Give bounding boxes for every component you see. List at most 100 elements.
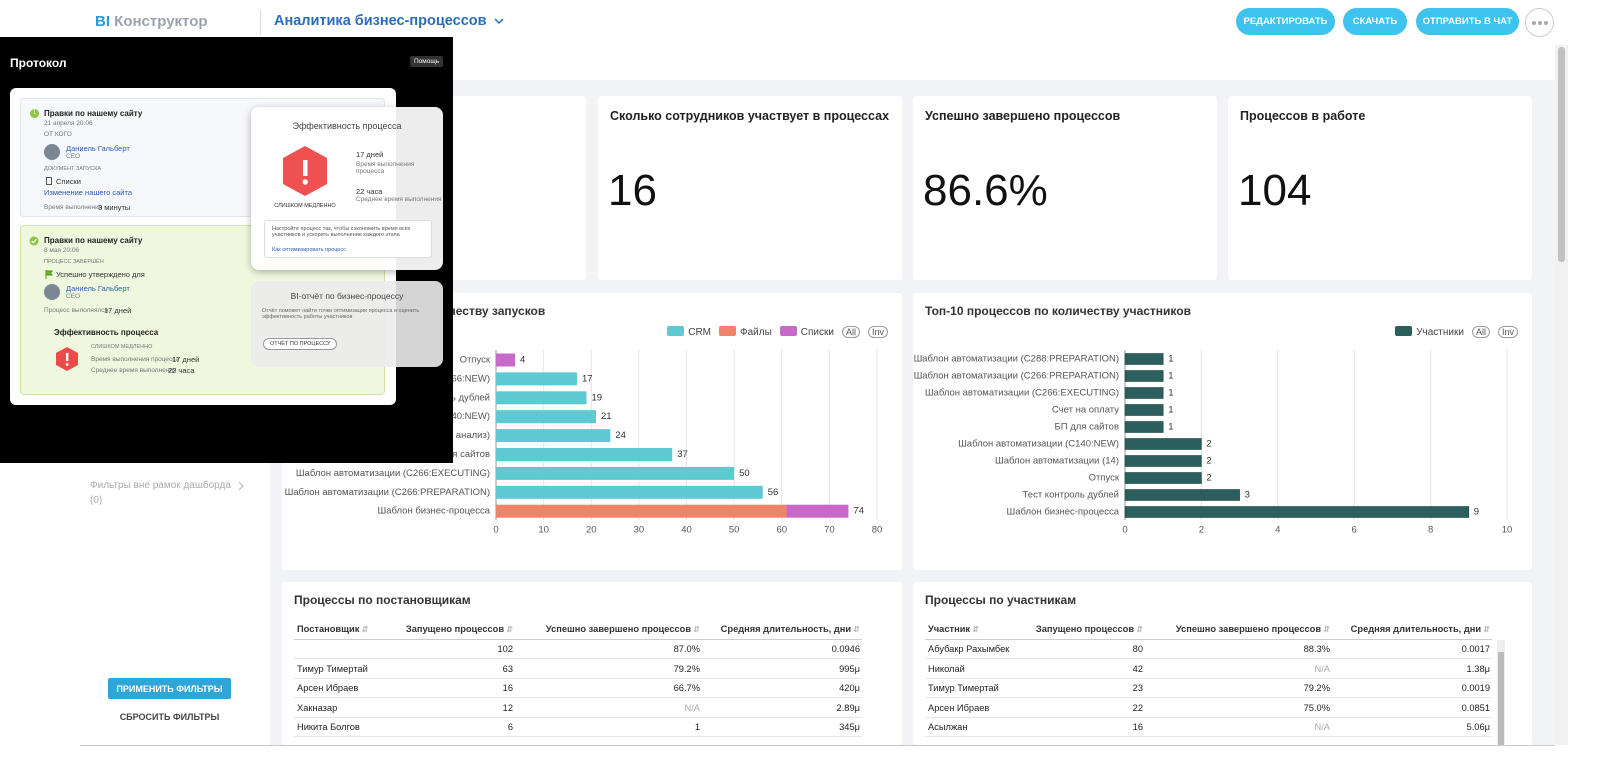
table-cell: 79.2% [673, 663, 700, 674]
flag [45, 270, 53, 279]
x-tick-label: 50 [729, 525, 740, 536]
edit-button[interactable]: РЕДАКТИРОВАТЬ [1236, 8, 1335, 35]
y-tick-label: Отпуск [460, 355, 491, 366]
popup-title: Эффективность процесса [292, 121, 402, 131]
column-header[interactable]: Постановщик [297, 624, 368, 634]
table-cell: 995μ [839, 663, 860, 674]
legend-item[interactable]: Списки [779, 326, 834, 338]
column-header[interactable]: Запущено процессов [1036, 624, 1143, 634]
table-card: Процессы по постановщикам Постановщик Зап… [282, 582, 902, 745]
more-button[interactable] [1525, 8, 1554, 37]
bar [786, 504, 849, 518]
scroll-thumb[interactable] [1558, 47, 1565, 262]
x-tick-label: 30 [634, 525, 645, 536]
legend-label: CRM [688, 327, 711, 338]
table-scrollbar[interactable] [1497, 640, 1505, 745]
y-tick-label: Шаблон автоматизации (C266:EXECUTING) [925, 388, 1119, 399]
column-header[interactable]: Средняя длительность, дни [721, 624, 860, 634]
chart-card: 0 2 4 6 8 10 Шаблон автоматизации (C288:PREPAR… [913, 293, 1532, 570]
doc-type: Списки [56, 177, 81, 186]
y-tick-label: БП для сайтов [1055, 422, 1120, 433]
legend-button[interactable]: Inv [867, 326, 888, 338]
bar [1124, 404, 1164, 416]
column-header[interactable]: Успешно завершено процессов [546, 624, 700, 634]
filters-chevron [238, 481, 244, 491]
table-cell: 12 [502, 702, 513, 713]
apply-filters[interactable]: ПРИМЕНИТЬ ФИЛЬТРЫ [108, 678, 231, 699]
x-tick-label: 40 [681, 525, 692, 536]
duration-label: Время выполнения [44, 204, 103, 211]
bar [1124, 489, 1240, 501]
table-cell: 16 [502, 683, 513, 693]
row-separator [294, 736, 862, 737]
step-date: 21 апреля 20:06 [44, 120, 93, 127]
column-header[interactable]: Запущено процессов [406, 624, 513, 634]
data-label: 74 [853, 506, 864, 517]
data-label: 56 [768, 487, 779, 498]
table-cell: Арсен Ибраев [928, 702, 990, 713]
table-cell: 345μ [839, 722, 860, 732]
bar [1124, 421, 1164, 433]
x-tick-label: 10 [538, 525, 549, 536]
duration: 17 дней [104, 306, 132, 315]
data-label: 17 [582, 373, 593, 384]
bar [1124, 506, 1470, 518]
legend-item[interactable]: Участники [1395, 326, 1464, 338]
brand: BI Конструктор [95, 13, 208, 30]
download-button[interactable]: СКАЧАТЬ [1343, 8, 1407, 35]
person[interactable]: Даниель Гальберт [66, 144, 130, 153]
data-label: 1 [1168, 371, 1173, 382]
role: CEO [66, 153, 81, 160]
table-cell: 16 [1132, 722, 1143, 732]
legend-button[interactable]: All [841, 326, 860, 338]
time: 17 дней [356, 150, 384, 159]
protocol-panel: Протокол Помощь 1 Правки по нашему сайту… [0, 37, 453, 463]
send-button[interactable]: ОТПРАВИТЬ В ЧАТ [1416, 8, 1519, 35]
x-tick-label: 0 [493, 525, 498, 536]
x-tick-label: 80 [872, 525, 883, 536]
x-tick-label: 10 [1502, 525, 1513, 536]
bar [1124, 353, 1164, 365]
dashboard-title[interactable]: Аналитика бизнес-процессов [274, 13, 504, 29]
table-cell: Арсен Ибраев [297, 683, 359, 693]
bar [496, 448, 673, 461]
report-button[interactable]: ОТЧЁТ ПО ПРОЦЕССУ [263, 338, 338, 350]
help-button[interactable]: Помощь [410, 56, 444, 67]
y-tick-label: Шаблон автоматизации (14) [995, 456, 1119, 467]
legend-button[interactable]: Inv [1497, 326, 1518, 338]
legend-button[interactable]: All [1471, 326, 1490, 338]
bar [496, 372, 577, 386]
status: Успешно утверждено для [56, 270, 145, 279]
verdict: СЛИШКОМ МЕДЛЕННО [91, 344, 153, 350]
bar [496, 410, 597, 424]
bar [1124, 472, 1202, 484]
advice-link[interactable]: Как оптимизировать процесс [272, 247, 346, 253]
kpi-value: 16 [608, 166, 657, 215]
legend-item[interactable]: CRM [667, 326, 711, 338]
column-header[interactable]: Средняя длительность, дни [1351, 624, 1490, 634]
table-cell: 66.7% [673, 683, 700, 693]
filters-label[interactable]: Фильтры вне рамок дашборда [90, 480, 231, 491]
table-cell: 420μ [839, 683, 860, 693]
y-tick-label: Шаблон автоматизации (C266:EXECUTING) [296, 468, 490, 479]
row-separator [294, 677, 862, 679]
table-cell: 0.0851 [1461, 702, 1490, 713]
scrollbar[interactable] [1555, 45, 1568, 745]
brand-name: Конструктор [114, 13, 208, 30]
scroll-thumb[interactable] [1498, 652, 1504, 745]
row-separator [294, 639, 862, 640]
y-tick-label: Тест контроль дублей [1023, 490, 1119, 501]
doc-link[interactable]: Изменение нашего сайта [44, 188, 133, 197]
bar [496, 466, 735, 480]
column-header[interactable]: Успешно завершено процессов [1176, 624, 1330, 634]
row-separator [925, 716, 1492, 718]
data-label: 9 [1474, 507, 1479, 518]
legend-item[interactable]: Файлы [719, 326, 772, 338]
bar [496, 391, 587, 405]
person[interactable]: Даниель Гальберт [66, 284, 130, 293]
reset-filters[interactable]: СБРОСИТЬ ФИЛЬТРЫ [119, 712, 220, 722]
data-label: 24 [615, 430, 626, 441]
column-header[interactable]: Участник [928, 624, 979, 634]
avg-label: Среднее время выполнения [91, 367, 177, 374]
